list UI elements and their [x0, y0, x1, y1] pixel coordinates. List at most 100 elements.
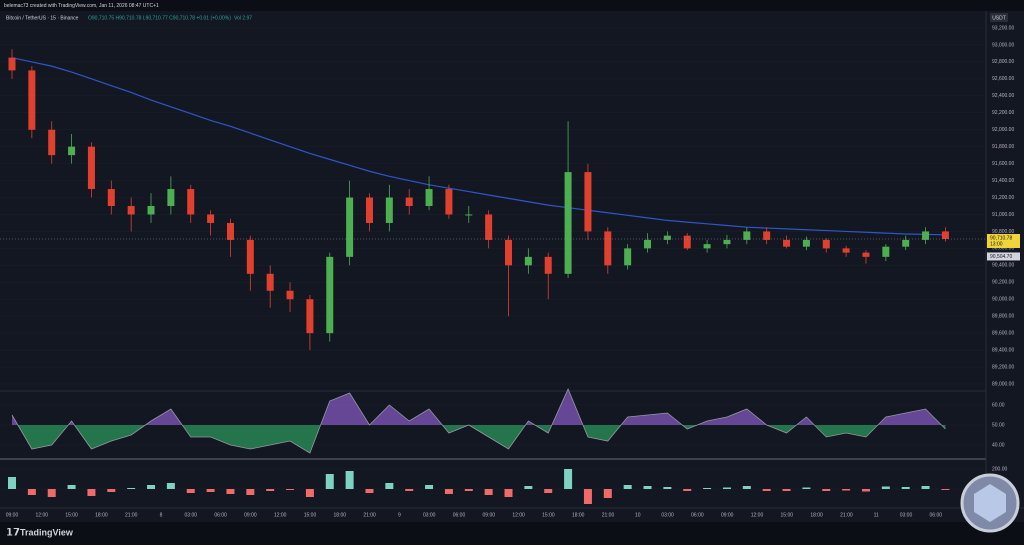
candle-body: [882, 246, 890, 257]
macd-bar: [286, 489, 295, 490]
macd-bar: [643, 486, 652, 489]
candle-body: [405, 197, 413, 206]
time-label: 18:00: [334, 512, 347, 518]
last-price-label: 90,710.78: [990, 235, 1012, 241]
moving-average: [11, 57, 946, 236]
candle-body: [326, 256, 334, 334]
candle-body: [68, 146, 76, 156]
y-tick-label: 91,000.00: [992, 212, 1014, 218]
y-tick-label: 90,200.00: [992, 280, 1014, 286]
macd-bar: [206, 489, 215, 492]
countdown: 13:00: [990, 241, 1003, 247]
y-tick-label: 91,800.00: [992, 144, 1014, 150]
macd-bar: [87, 489, 96, 496]
y-tick-label: 90,000.00: [992, 297, 1014, 303]
author-line: belemac73 created with TradingView.com, …: [4, 3, 159, 9]
macd-bar: [921, 486, 930, 489]
macd-bar: [703, 488, 712, 489]
macd-bar: [345, 471, 354, 489]
candle-body: [802, 239, 810, 247]
candle-body: [187, 189, 195, 215]
macd-bar: [683, 489, 692, 491]
time-label: 03:00: [661, 512, 674, 518]
top-bar: [0, 0, 1024, 11]
time-label: 9: [398, 512, 401, 518]
time-label: 21:00: [602, 512, 615, 518]
macd-bar: [504, 489, 513, 497]
macd-bar: [464, 489, 473, 491]
macd-bar: [8, 477, 16, 489]
time-label: 06:00: [930, 512, 943, 518]
time-label: 15:00: [304, 512, 317, 518]
candle-body: [48, 129, 56, 156]
candle-body: [485, 214, 493, 240]
candle-body: [127, 206, 135, 215]
macd-bar: [564, 469, 573, 489]
y-tick-label: 92,400.00: [992, 93, 1014, 99]
last-price-box: [987, 233, 1020, 248]
macd-bar: [226, 489, 235, 494]
time-label: 12:00: [512, 512, 525, 518]
time-label: 15:00: [65, 512, 78, 518]
y-tick-label: 50.00: [992, 422, 1005, 428]
y-tick-label: 89,600.00: [992, 330, 1014, 336]
symbol: Bitcoin / TetherUS · 15 · Binance: [6, 15, 79, 21]
candle-body: [445, 189, 453, 215]
time-label: 09:00: [721, 512, 734, 518]
macd-bar: [305, 489, 314, 497]
candle-body: [286, 290, 294, 300]
candle-body: [306, 299, 314, 334]
candle-body: [167, 189, 175, 206]
footer: [0, 522, 1024, 545]
candle-body: [604, 231, 612, 266]
macd-bar: [782, 489, 791, 491]
candle-body: [385, 197, 393, 223]
currency-box: [990, 13, 1008, 22]
candle-body: [922, 231, 930, 240]
macd-bar: [663, 487, 672, 489]
candle-body: [743, 231, 751, 240]
macd-bar: [147, 485, 156, 489]
candle-body: [524, 256, 532, 266]
time-label: 12:00: [751, 512, 764, 518]
time-label: 18:00: [572, 512, 585, 518]
candle-body: [207, 214, 215, 223]
candle-body: [147, 206, 155, 215]
y-tick-label: 93,200.00: [992, 25, 1014, 31]
candle-body: [902, 239, 910, 247]
macd-bar: [524, 486, 533, 489]
candle-body: [624, 248, 632, 266]
candle-body: [564, 172, 572, 274]
time-label: 09:00: [244, 512, 257, 518]
y-tick-label: 92,200.00: [992, 110, 1014, 116]
y-tick-label: 93,000.00: [992, 42, 1014, 48]
candle-body: [226, 222, 234, 240]
logo-mark: 𝟭𝟳: [6, 528, 20, 539]
candle-body: [584, 172, 592, 232]
y-tick-label: 60.00: [992, 402, 1005, 408]
macd-bar: [365, 489, 374, 493]
y-tick-label: 89,400.00: [992, 347, 1014, 353]
macd-bar: [544, 489, 553, 493]
ohlc: O90,710.75 H90,710.78 L90,710.77 C90,710…: [88, 15, 231, 21]
macd-bar: [27, 489, 36, 495]
time-label: 21:00: [363, 512, 376, 518]
time-label: 06:00: [453, 512, 466, 518]
candle-body: [425, 189, 433, 206]
candle-body: [8, 57, 16, 71]
candle-body: [107, 189, 115, 206]
macd-bar: [127, 488, 136, 489]
rsi-line: [11, 387, 946, 454]
candle-body: [683, 235, 691, 249]
candle-body: [723, 239, 731, 245]
candle-body: [783, 239, 791, 247]
candle-body: [346, 197, 354, 257]
macd-bar: [842, 489, 851, 491]
time-label: 18:00: [95, 512, 108, 518]
logo: TradingView: [20, 527, 74, 537]
time-label: 03:00: [185, 512, 198, 518]
candle-body: [663, 235, 671, 240]
candle-body: [941, 231, 949, 239]
y-tick-label: 90,800.00: [992, 229, 1014, 235]
